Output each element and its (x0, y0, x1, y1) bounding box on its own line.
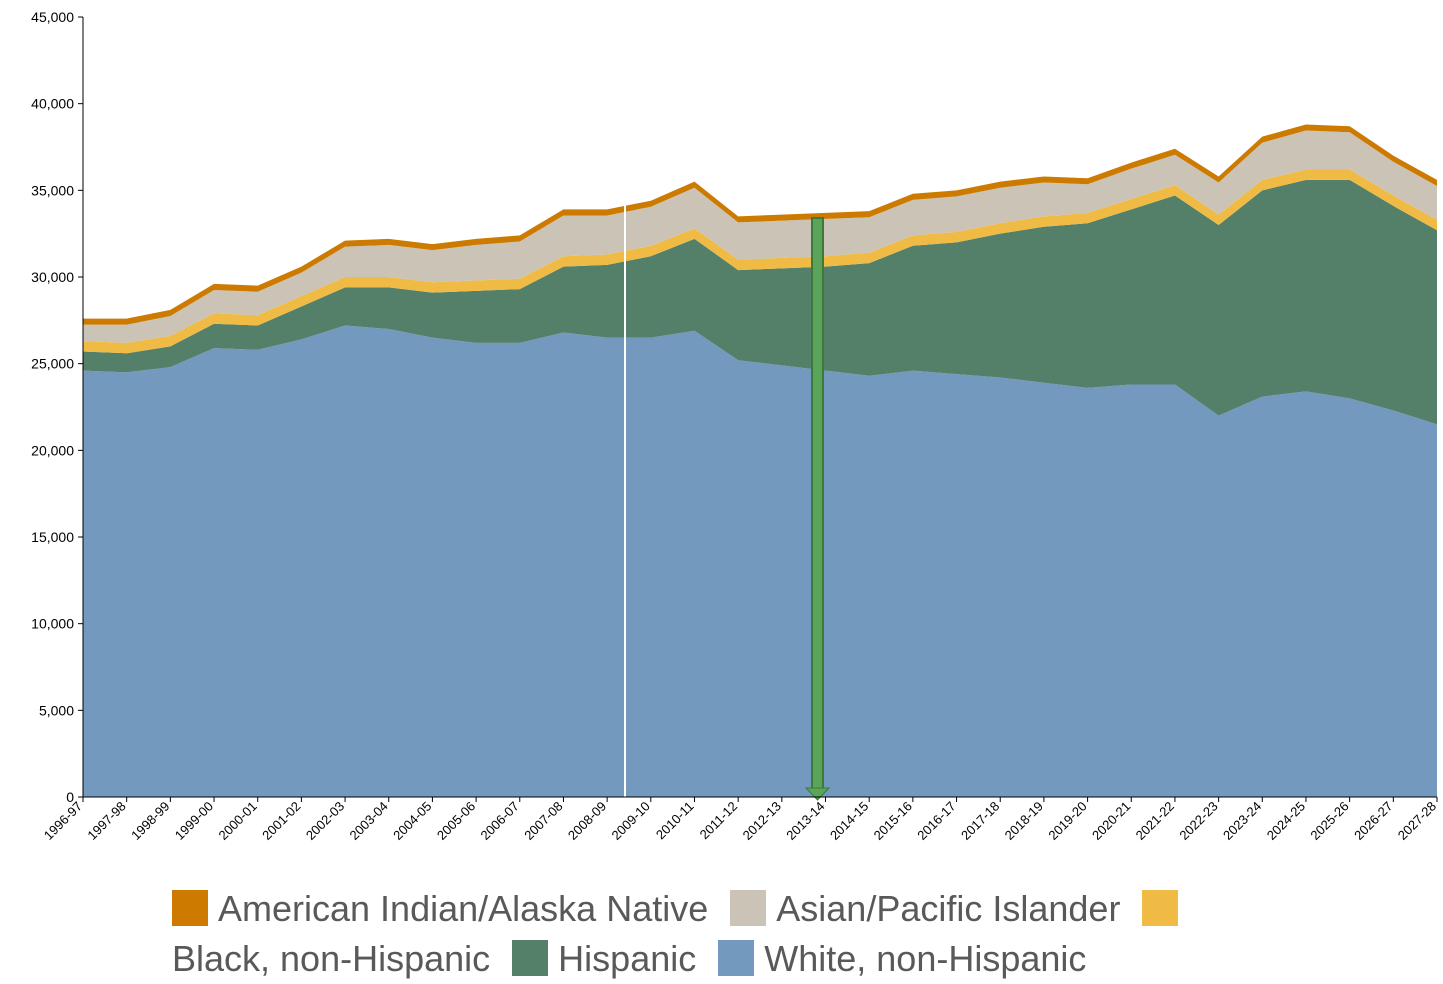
area (83, 325, 1437, 797)
y-tick-label: 30,000 (31, 269, 74, 285)
legend: American Indian/Alaska Native Asian/Paci… (172, 884, 1232, 984)
x-tick-label: 2021-22 (1133, 799, 1177, 843)
legend-label: Hispanic (558, 938, 697, 979)
y-tick-label: 35,000 (31, 182, 74, 198)
y-tick-label: 0 (66, 789, 74, 805)
x-tick-label: 2019-20 (1045, 799, 1089, 843)
x-tick-label: 2008-09 (565, 799, 609, 843)
x-tick-label: 2010-11 (653, 799, 697, 843)
x-tick-label: 2009-10 (609, 799, 653, 843)
chart: 0 5,000 10,000 15,000 20,000 25,000 30,000 35,0… (31, 9, 1439, 843)
legend-label: Asian/Pacific Islander (776, 888, 1121, 929)
x-tick-label: 1999-00 (172, 799, 216, 843)
x-tick-label: 2018-19 (1002, 799, 1046, 843)
x-tick-label: 2024-25 (1264, 799, 1308, 843)
x-tick-label: 2016-17 (914, 799, 958, 843)
x-tick-label: 2000-01 (215, 799, 259, 843)
x-tick-label: 2022-23 (1176, 799, 1220, 843)
legend-swatch (730, 890, 767, 926)
x-tick-label: 2004-05 (390, 799, 434, 843)
legend-label: White, non-Hispanic (764, 938, 1087, 979)
x-tick-label: 2013-14 (783, 799, 827, 843)
x-tick-label: 1996-97 (41, 799, 85, 843)
y-tick-label: 10,000 (31, 616, 74, 632)
y-tick-label: 20,000 (31, 442, 74, 458)
x-tick-label: 2023-24 (1220, 799, 1264, 843)
x-tick-label: 2001-02 (259, 799, 303, 843)
x-tick-label: 2007-08 (521, 799, 565, 843)
legend-swatch (512, 940, 549, 976)
x-tick-label: 2002-03 (303, 799, 347, 843)
y-tick-label: 40,000 (31, 96, 74, 112)
x-tick-label: 2017-18 (958, 799, 1002, 843)
x-tick-label: 2005-06 (434, 799, 478, 843)
legend-swatch (1142, 890, 1179, 926)
x-tick-label: 2003-04 (347, 799, 391, 843)
y-tick-label: 15,000 (31, 529, 74, 545)
x-tick-label: 2020-21 (1089, 799, 1133, 843)
legend-label: American Indian/Alaska Native (218, 888, 709, 929)
legend-swatch (172, 890, 208, 926)
x-tick-label: 2014-15 (827, 799, 871, 843)
x-tick-label: 2015-16 (871, 799, 915, 843)
x-tick-label: 1997-98 (84, 799, 128, 843)
legend-label: Black, non-Hispanic (172, 938, 491, 979)
area (83, 124, 1437, 325)
y-tick-label: 5,000 (39, 702, 74, 718)
x-tick-label: 2026-27 (1351, 799, 1395, 843)
arrow-shaft (811, 217, 824, 791)
area (83, 130, 1437, 343)
y-tick-label: 45,000 (31, 9, 74, 25)
legend-swatch (718, 940, 755, 976)
area (83, 179, 1437, 425)
arrow-head (804, 787, 831, 801)
x-tick-label: 2011-12 (697, 799, 741, 843)
x-tick-label: 2012-13 (740, 799, 784, 843)
x-tick-label: 2027-28 (1395, 799, 1439, 843)
y-tick-label: 25,000 (31, 356, 74, 372)
x-tick-label: 2025-26 (1307, 799, 1351, 843)
x-tick-label: 2006-07 (478, 799, 522, 843)
area (83, 169, 1437, 354)
x-tick-label: 1998-99 (128, 799, 172, 843)
